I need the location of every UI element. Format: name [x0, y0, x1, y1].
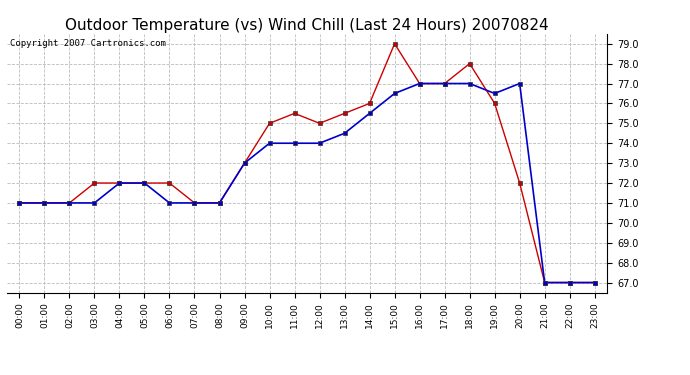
Text: Copyright 2007 Cartronics.com: Copyright 2007 Cartronics.com: [10, 39, 166, 48]
Title: Outdoor Temperature (vs) Wind Chill (Last 24 Hours) 20070824: Outdoor Temperature (vs) Wind Chill (Las…: [66, 18, 549, 33]
